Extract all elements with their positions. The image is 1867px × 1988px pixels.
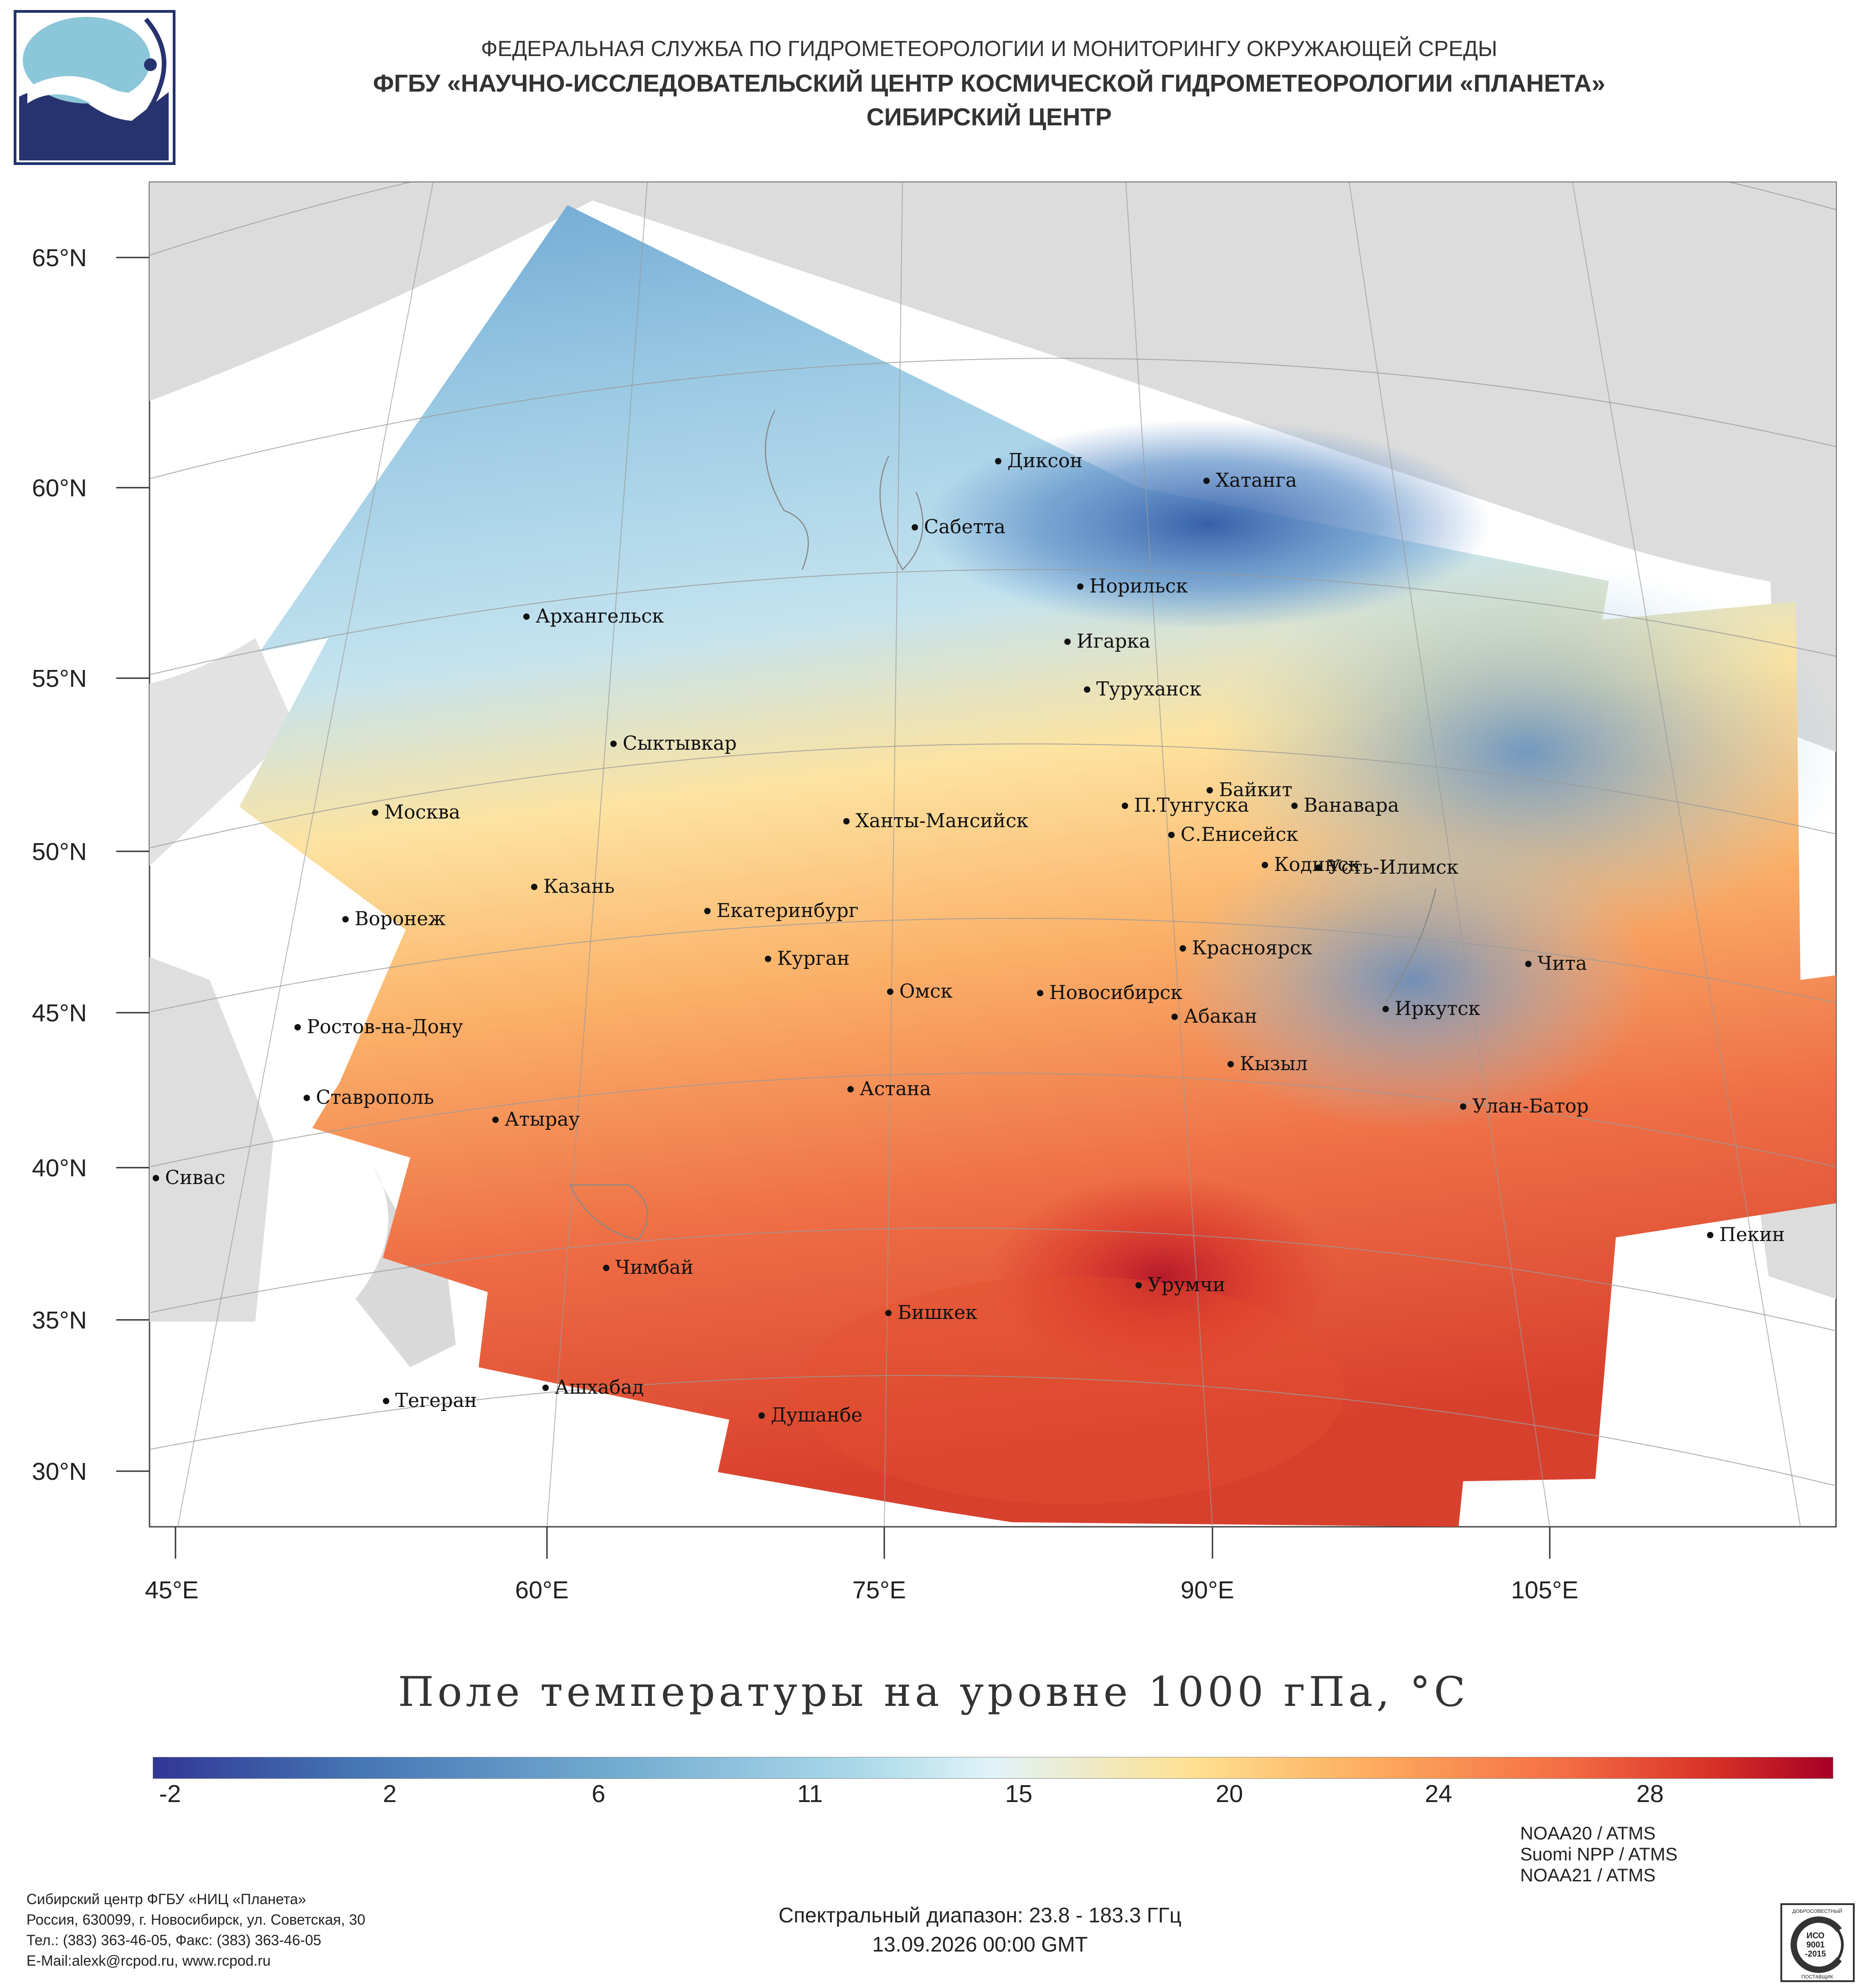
city-label: Туруханск	[1096, 678, 1202, 700]
city-label: Ставрополь	[316, 1086, 434, 1108]
spectral-range: Спектральный диапазон: 23.8 - 183.3 ГГц	[778, 1903, 1182, 1927]
city-label: Сивас	[165, 1166, 225, 1189]
city-label: Бишкек	[897, 1301, 977, 1324]
city-label: Урумчи	[1148, 1273, 1225, 1296]
city-label: Воронеж	[355, 907, 446, 930]
city-label: Омск	[899, 980, 953, 1002]
lon-label: 90°E	[1181, 1576, 1234, 1604]
city-label: Улан-Батор	[1472, 1095, 1589, 1117]
lat-label: 60°N	[32, 474, 87, 502]
city-label: Астана	[860, 1077, 931, 1100]
lon-label: 75°E	[852, 1576, 906, 1604]
colorbar-tick: 6	[591, 1780, 606, 1808]
colorbar-tick: -2	[159, 1780, 181, 1808]
lon-label: 60°E	[515, 1576, 569, 1604]
iso-certificate-icon: ДОБРОСОВЕСТНЫЙ ИСО 9001 -2015 ПОСТАВЩИК	[1780, 1903, 1855, 1982]
lon-label: 105°E	[1511, 1576, 1578, 1604]
header-division: СИБИРСКИЙ ЦЕНТР	[866, 103, 1112, 131]
colorbar-tick: 15	[1005, 1780, 1033, 1808]
city-label: Екатеринбург	[717, 899, 859, 922]
city-label: Кодинск	[1274, 853, 1360, 876]
city-label: Игарка	[1077, 630, 1150, 652]
city-label: Ванавара	[1304, 794, 1399, 816]
satellite-item: NOAA20 / ATMS	[1520, 1823, 1656, 1844]
city-label: С.Енисейск	[1181, 823, 1298, 845]
iso-text: -2015	[1805, 1949, 1826, 1958]
satellite-item: Suomi NPP / ATMS	[1520, 1844, 1678, 1864]
city-label: Тегеран	[395, 1389, 477, 1411]
city-label: Новосибирск	[1049, 981, 1182, 1004]
city-label: Норильск	[1089, 575, 1188, 597]
city-label: Душанбе	[771, 1404, 862, 1426]
planeta-logo-icon	[14, 10, 175, 165]
lon-label: 45°E	[145, 1576, 199, 1604]
city-label: Архангельск	[536, 605, 664, 627]
colorbar-tick: 28	[1636, 1780, 1664, 1808]
iso-text: 9001	[1806, 1940, 1825, 1949]
colorbar-tick: 24	[1424, 1780, 1453, 1808]
city-label: Иркутск	[1395, 997, 1480, 1020]
city-label: Байкит	[1219, 778, 1292, 801]
iso-text: ИСО	[1806, 1931, 1825, 1940]
header-agency: ФЕДЕРАЛЬНАЯ СЛУЖБА ПО ГИДРОМЕТЕОРОЛОГИИ …	[481, 37, 1497, 61]
city-label: Атырау	[505, 1108, 580, 1130]
city-label: Сыктывкар	[623, 732, 737, 754]
city-label: Москва	[384, 801, 460, 823]
map-title: Поле температуры на уровне 1000 гПа, °C	[398, 1668, 1469, 1716]
city-label: Диксон	[1007, 449, 1083, 472]
lat-label: 40°N	[32, 1154, 87, 1182]
lat-label: 55°N	[32, 665, 87, 692]
org-name: Сибирский центр ФГБУ «НИЦ «Планета»	[26, 1891, 306, 1907]
lat-label: 50°N	[32, 838, 87, 865]
city-label: Ашхабад	[555, 1376, 644, 1398]
city-label: Красноярск	[1192, 937, 1312, 959]
org-email: E-Mail:alexk@rcpod.ru, www.rcpod.ru	[26, 1952, 271, 1969]
org-phone: Тел.: (383) 363-46-05, Факс: (383) 363-4…	[26, 1932, 321, 1948]
lat-label: 35°N	[32, 1307, 87, 1334]
city-label: Усть-Илимск	[1327, 856, 1459, 878]
header-center: ФГБУ «НАУЧНО-ИССЛЕДОВАТЕЛЬСКИЙ ЦЕНТР КОС…	[373, 70, 1605, 97]
product-info: Спектральный диапазон: 23.8 - 183.3 ГГц …	[684, 1900, 1276, 1959]
iso-bottom-text: ПОСТАВЩИК	[1801, 1974, 1833, 1980]
organization-contacts: Сибирский центр ФГБУ «НИЦ «Планета» Росс…	[26, 1889, 365, 1971]
satellite-list: NOAA20 / ATMS Suomi NPP / ATMS NOAA21 / …	[1520, 1823, 1677, 1886]
satellite-item: NOAA21 / ATMS	[1520, 1865, 1656, 1885]
iso-top-text: ДОБРОСОВЕСТНЫЙ	[1792, 1908, 1842, 1914]
lat-label: 65°N	[32, 244, 87, 272]
city-label: Чита	[1537, 952, 1587, 974]
city-label: Ханты-Мансийск	[856, 809, 1028, 832]
colorbar	[153, 1757, 1833, 1779]
city-label: Кызыл	[1240, 1052, 1308, 1075]
city-label: Пекин	[1719, 1223, 1785, 1246]
city-label: Курган	[777, 947, 850, 969]
temperature-map: Диксон Хатанга Сабетта Норильск Архангел…	[116, 181, 1837, 1559]
city-label: Сабетта	[924, 515, 1006, 538]
city-label: Казань	[543, 875, 614, 897]
colorbar-tick: 2	[382, 1780, 397, 1808]
city-label: Абакан	[1184, 1005, 1257, 1027]
city-label: Хатанга	[1216, 469, 1297, 491]
city-label: П.Тунгуска	[1134, 794, 1249, 816]
colorbar-tick: 20	[1215, 1780, 1243, 1808]
colorbar-tick: 11	[797, 1780, 823, 1808]
city-label: Чимбай	[615, 1256, 693, 1278]
city-label: Ростов-на-Дону	[307, 1015, 463, 1038]
lat-label: 30°N	[32, 1458, 87, 1485]
datetime: 13.09.2026 00:00 GMT	[872, 1932, 1088, 1956]
org-address: Россия, 630099, г. Новосибирск, ул. Сове…	[26, 1911, 366, 1928]
lat-label: 45°N	[32, 999, 87, 1027]
